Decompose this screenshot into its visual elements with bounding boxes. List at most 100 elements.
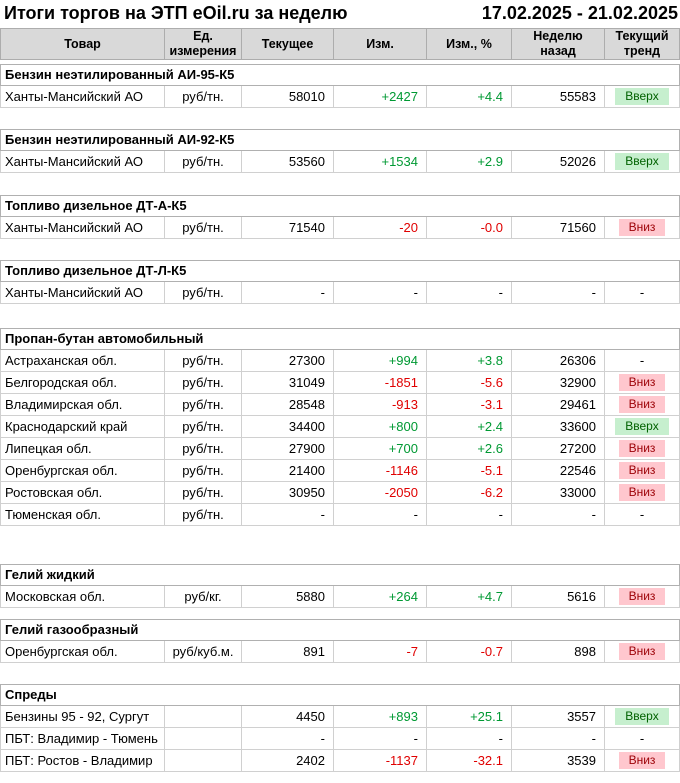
- change-cell: -7: [334, 641, 427, 663]
- product-cell: Оренбургская обл.: [0, 641, 165, 663]
- table-row: Оренбургская обл. руб/куб.м. 891 -7 -0.7 898 В…: [0, 641, 680, 663]
- current-cell: -: [242, 504, 334, 526]
- change-cell: -: [334, 728, 427, 750]
- change-pct-cell: +2.6: [427, 438, 512, 460]
- unit-cell: руб/тн.: [165, 217, 242, 239]
- table-row: Астраханская обл. руб/тн. 27300 +994 +3.8 263…: [0, 350, 680, 372]
- product-cell: Оренбургская обл.: [0, 460, 165, 482]
- product-cell: Астраханская обл.: [0, 350, 165, 372]
- section-title: Топливо дизельное ДТ-Л-К5: [0, 260, 680, 282]
- section-title: Бензин неэтилированный АИ-95-К5: [0, 64, 680, 86]
- trend-cell: -: [605, 728, 680, 750]
- product-cell: Ханты-Мансийский АО: [0, 151, 165, 173]
- change-cell: +1534: [334, 151, 427, 173]
- week-ago-cell: 5616: [512, 586, 605, 608]
- trend-down-badge: Вниз: [618, 484, 666, 501]
- current-cell: 28548: [242, 394, 334, 416]
- table-row: Белгородская обл. руб/тн. 31049 -1851 -5.6 32…: [0, 372, 680, 394]
- unit-cell: [165, 728, 242, 750]
- table-row: Оренбургская обл. руб/тн. 21400 -1146 -5.1 22…: [0, 460, 680, 482]
- product-cell: Ростовская обл.: [0, 482, 165, 504]
- trend-cell: Вниз: [605, 750, 680, 772]
- unit-cell: [165, 706, 242, 728]
- product-cell: Ханты-Мансийский АО: [0, 86, 165, 108]
- trend-down-badge: Вниз: [618, 752, 666, 769]
- week-ago-cell: 898: [512, 641, 605, 663]
- trend-cell: Вниз: [605, 217, 680, 239]
- product-cell: Владимирская обл.: [0, 394, 165, 416]
- table-row: Ханты-Мансийский АО руб/тн. 53560 +1534 +2.9…: [0, 151, 680, 173]
- current-cell: -: [242, 282, 334, 304]
- product-cell: Тюменская обл.: [0, 504, 165, 526]
- product-cell: Краснодарский край: [0, 416, 165, 438]
- current-cell: 891: [242, 641, 334, 663]
- unit-cell: [165, 750, 242, 772]
- change-pct-cell: -0.0: [427, 217, 512, 239]
- week-ago-cell: 71560: [512, 217, 605, 239]
- product-cell: Ханты-Мансийский АО: [0, 217, 165, 239]
- section-title: Топливо дизельное ДТ-А-К5: [0, 195, 680, 217]
- trend-cell: -: [605, 350, 680, 372]
- unit-cell: руб/тн.: [165, 86, 242, 108]
- table-row: Липецкая обл. руб/тн. 27900 +700 +2.6 27200 Вн…: [0, 438, 680, 460]
- week-ago-cell: 26306: [512, 350, 605, 372]
- change-pct-cell: +2.9: [427, 151, 512, 173]
- product-cell: Ханты-Мансийский АО: [0, 282, 165, 304]
- trend-cell: Вниз: [605, 394, 680, 416]
- change-pct-cell: -3.1: [427, 394, 512, 416]
- table-row: Московская обл. руб/кг. 5880 +264 +4.7 5616 Вн…: [0, 586, 680, 608]
- week-ago-cell: 22546: [512, 460, 605, 482]
- table-row: Тюменская обл. руб/тн. - - - - -: [0, 504, 680, 526]
- trend-up-badge: Вверх: [615, 88, 669, 105]
- section-title: Гелий жидкий: [0, 564, 680, 586]
- column-header: Текущее: [242, 28, 334, 60]
- table-row: Ханты-Мансийский АО руб/тн. 58010 +2427 +4.4…: [0, 86, 680, 108]
- trend-cell: Вверх: [605, 151, 680, 173]
- week-ago-cell: -: [512, 504, 605, 526]
- table-row: Владимирская обл. руб/тн. 28548 -913 -3.1 294…: [0, 394, 680, 416]
- unit-cell: руб/тн.: [165, 282, 242, 304]
- section-title: Гелий газообразный: [0, 619, 680, 641]
- unit-cell: руб/тн.: [165, 394, 242, 416]
- week-ago-cell: 55583: [512, 86, 605, 108]
- current-cell: 27300: [242, 350, 334, 372]
- current-cell: 30950: [242, 482, 334, 504]
- unit-cell: руб/тн.: [165, 350, 242, 372]
- unit-cell: руб/кг.: [165, 586, 242, 608]
- change-pct-cell: -: [427, 504, 512, 526]
- trend-cell: Вниз: [605, 586, 680, 608]
- trend-down-badge: Вниз: [618, 643, 666, 660]
- current-cell: 58010: [242, 86, 334, 108]
- product-cell: ПБТ: Ростов - Владимир: [0, 750, 165, 772]
- page-title: Итоги торгов на ЭТП eOil.ru за неделю: [4, 3, 348, 23]
- change-pct-cell: -32.1: [427, 750, 512, 772]
- change-cell: +994: [334, 350, 427, 372]
- table-row: Ростовская обл. руб/тн. 30950 -2050 -6.2 3300…: [0, 482, 680, 504]
- change-pct-cell: +2.4: [427, 416, 512, 438]
- current-cell: 31049: [242, 372, 334, 394]
- current-cell: 4450: [242, 706, 334, 728]
- unit-cell: руб/тн.: [165, 372, 242, 394]
- section-title: Спреды: [0, 684, 680, 706]
- table-row: Ханты-Мансийский АО руб/тн. 71540 -20 -0.0 71…: [0, 217, 680, 239]
- current-cell: 34400: [242, 416, 334, 438]
- column-header: Ед. измерения: [165, 28, 242, 60]
- product-cell: Липецкая обл.: [0, 438, 165, 460]
- week-ago-cell: 32900: [512, 372, 605, 394]
- trend-cell: Вниз: [605, 482, 680, 504]
- unit-cell: руб/тн.: [165, 438, 242, 460]
- week-ago-cell: 27200: [512, 438, 605, 460]
- trend-up-badge: Вверх: [615, 153, 669, 170]
- current-cell: 21400: [242, 460, 334, 482]
- table-row: ПБТ: Владимир - Тюмень - - - - -: [0, 728, 680, 750]
- change-cell: -: [334, 504, 427, 526]
- current-cell: 71540: [242, 217, 334, 239]
- trend-up-badge: Вверх: [615, 708, 669, 725]
- change-cell: +800: [334, 416, 427, 438]
- change-pct-cell: +4.7: [427, 586, 512, 608]
- trend-down-badge: Вниз: [618, 396, 666, 413]
- change-cell: -2050: [334, 482, 427, 504]
- trend-up-badge: Вверх: [615, 418, 669, 435]
- change-pct-cell: -5.6: [427, 372, 512, 394]
